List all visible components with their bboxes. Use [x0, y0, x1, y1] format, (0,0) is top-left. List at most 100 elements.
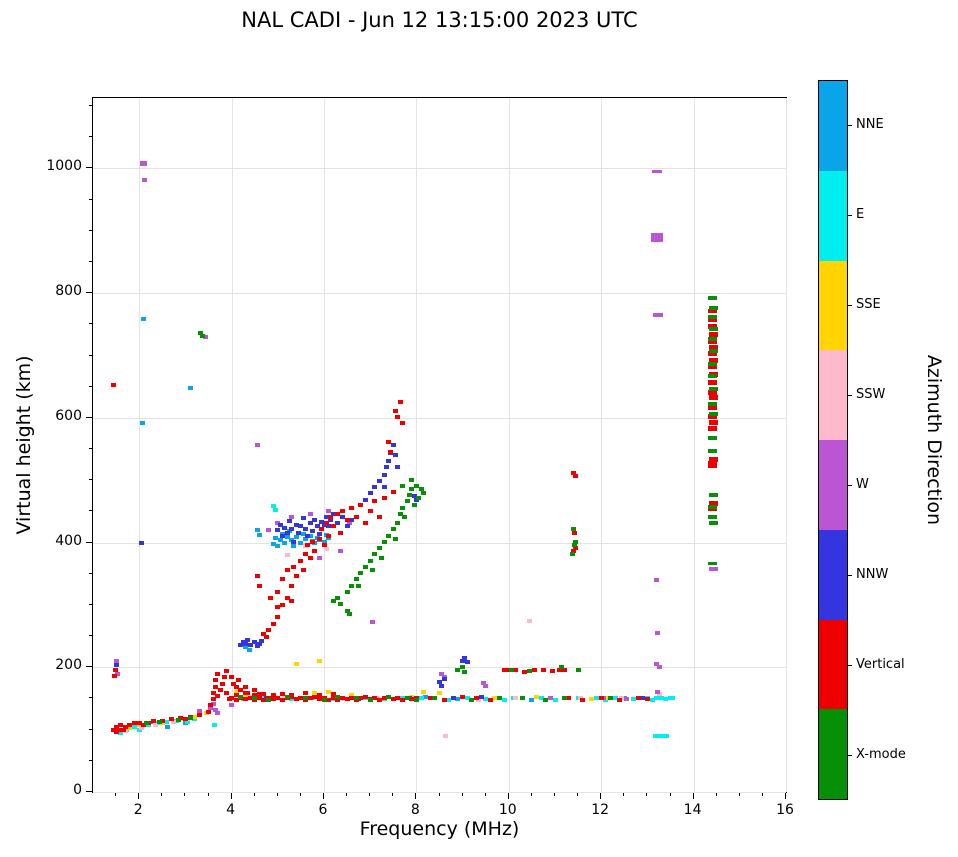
x-minor-tick — [461, 793, 463, 796]
y-minor-tick — [89, 260, 92, 262]
data-point — [307, 521, 313, 526]
data-point — [707, 364, 717, 370]
data-point — [654, 695, 660, 700]
data-point — [339, 508, 345, 513]
data-point — [437, 680, 442, 685]
data-point — [303, 696, 309, 701]
x-minor-tick — [299, 793, 301, 796]
data-point — [111, 727, 117, 732]
x-tick-label: 14 — [683, 802, 702, 818]
colorbar-label: W — [856, 477, 869, 492]
data-point — [275, 589, 281, 594]
y-minor-tick — [89, 323, 92, 325]
data-point — [305, 533, 311, 538]
data-point — [215, 693, 221, 698]
data-point — [707, 425, 717, 431]
data-point — [395, 695, 401, 700]
data-point — [238, 687, 244, 692]
data-point — [289, 599, 295, 604]
data-point — [508, 667, 514, 672]
data-point — [212, 684, 218, 689]
data-point — [379, 555, 385, 560]
data-point — [326, 524, 332, 529]
data-point — [252, 696, 258, 701]
data-point — [330, 692, 336, 697]
data-point — [284, 553, 290, 558]
x-minor-tick — [761, 793, 763, 796]
data-point — [367, 508, 373, 513]
colorbar-tick — [848, 215, 852, 216]
y-tick — [86, 416, 92, 418]
data-point — [612, 696, 618, 701]
data-point — [707, 461, 717, 469]
data-point — [708, 344, 718, 350]
colorbar-label: NNE — [856, 117, 884, 132]
y-minor-tick — [89, 572, 92, 574]
x-minor-tick — [646, 793, 648, 796]
data-point — [312, 691, 318, 696]
data-point — [113, 730, 119, 735]
data-point — [708, 501, 718, 507]
data-point — [169, 717, 175, 722]
x-axis-label: Frequency (MHz) — [359, 818, 520, 840]
y-minor-tick — [89, 229, 92, 231]
data-point — [291, 539, 297, 544]
data-point — [390, 490, 396, 495]
data-point — [211, 722, 217, 727]
data-point — [261, 697, 267, 702]
data-point — [520, 696, 526, 701]
data-point — [547, 696, 553, 701]
data-point — [573, 474, 579, 479]
data-point — [502, 668, 511, 673]
data-point — [480, 680, 486, 685]
x-minor-tick — [715, 793, 717, 796]
grid-line — [93, 667, 786, 669]
colorbar-tick — [848, 755, 852, 756]
data-point — [404, 499, 410, 504]
data-point — [208, 705, 214, 710]
data-point — [707, 374, 717, 379]
data-point — [370, 568, 375, 573]
y-tick-label: 400 — [55, 532, 82, 549]
data-point — [372, 552, 378, 557]
data-point — [571, 530, 577, 535]
data-point — [575, 667, 581, 672]
data-point — [356, 583, 362, 588]
data-point — [242, 691, 248, 696]
data-point — [708, 358, 718, 363]
x-minor-tick — [346, 793, 348, 796]
grid-line — [231, 98, 233, 792]
data-point — [245, 638, 251, 643]
x-tick-label: 10 — [498, 802, 517, 818]
grid-line — [601, 98, 603, 792]
x-minor-tick — [438, 793, 440, 796]
data-point — [652, 312, 663, 317]
data-point — [656, 665, 662, 670]
data-point — [224, 690, 230, 695]
x-tick — [692, 793, 694, 799]
data-point — [261, 631, 267, 636]
x-minor-tick — [253, 793, 255, 796]
data-point — [376, 697, 382, 702]
x-tick — [600, 793, 602, 799]
data-point — [339, 515, 345, 520]
y-minor-tick — [89, 385, 92, 387]
data-point — [272, 508, 278, 513]
data-point — [270, 621, 276, 626]
data-point — [289, 527, 295, 532]
data-point — [229, 675, 235, 680]
data-point — [256, 641, 262, 646]
data-point — [312, 549, 318, 554]
data-point — [358, 696, 364, 701]
data-point — [256, 696, 262, 701]
data-point — [381, 496, 387, 501]
data-point — [305, 543, 311, 548]
data-point — [118, 722, 124, 727]
data-point — [284, 534, 290, 539]
data-point — [469, 697, 475, 702]
data-point — [309, 539, 315, 544]
data-point — [418, 696, 424, 701]
data-point — [115, 727, 121, 732]
colorbar-segment — [819, 440, 847, 530]
data-point — [441, 674, 447, 679]
